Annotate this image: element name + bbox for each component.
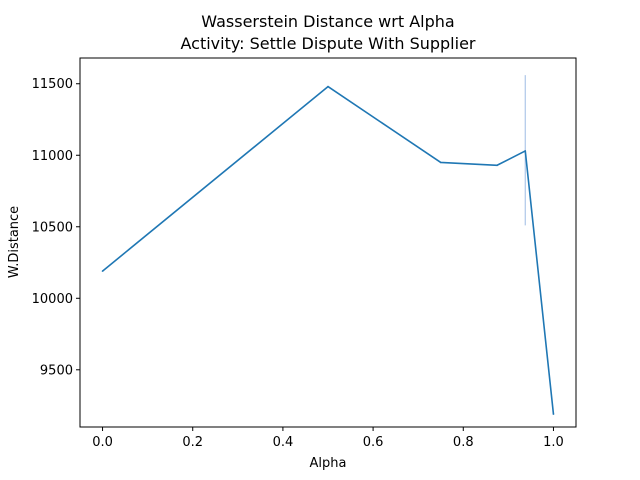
x-tick-label: 0.2 [182,435,203,450]
data-point [496,164,498,167]
chart-subtitle: Activity: Settle Dispute With Supplier [180,34,475,53]
y-tick-label: 10500 [32,220,73,235]
y-tick-label: 9500 [40,363,73,378]
y-tick-label: 10000 [32,292,73,307]
y-tick-label: 11500 [32,77,73,92]
data-point [439,161,442,164]
x-tick-label: 0.6 [363,435,384,450]
x-tick-label: 0.8 [453,435,474,450]
x-axis-ticks: 0.0 0.2 0.4 0.6 0.8 1.0 [92,427,564,450]
plot-area [101,75,555,415]
series-line [102,85,555,415]
chart-title: Wasserstein Distance wrt Alpha [201,12,454,31]
data-point [327,85,329,88]
y-axis-label: W.Distance [7,206,22,278]
x-tick-label: 0.4 [273,435,294,450]
x-axis-label: Alpha [310,456,347,471]
data-point [524,150,527,152]
y-axis-ticks: 9500 10000 10500 11000 11500 [32,77,80,378]
data-point [101,270,104,272]
x-tick-label: 1.0 [543,435,564,450]
axes-frame [79,57,577,428]
data-point [552,413,555,415]
x-tick-label: 0.0 [92,435,113,450]
y-tick-label: 11000 [32,149,73,164]
